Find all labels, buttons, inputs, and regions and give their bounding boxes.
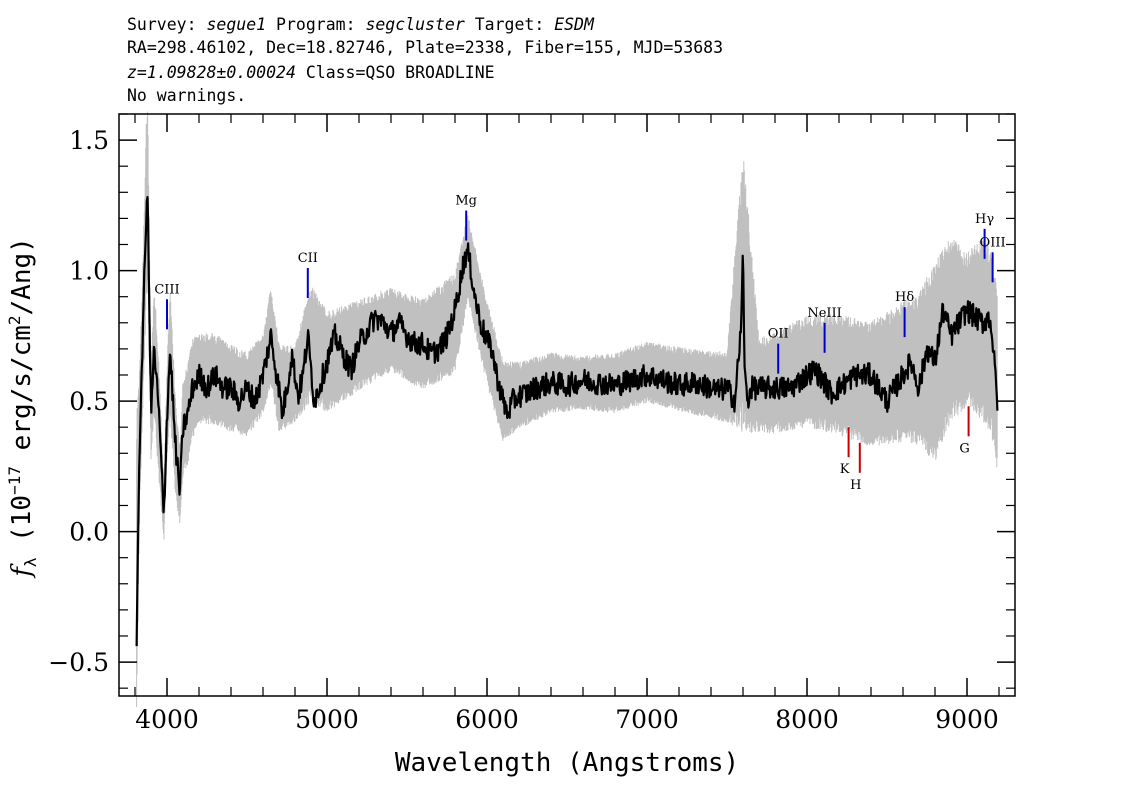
absorption-line-label: H [850, 478, 861, 493]
emission-line-label: CIII [154, 282, 179, 297]
y-axis-label-part: −17 [5, 466, 24, 495]
error-band [136, 111, 998, 708]
header-segment: segcluster [365, 15, 464, 34]
header-redshift-line: z=1.09828±0.00024 Class=QSO BROADLINE [127, 63, 495, 82]
error-band-noise [136, 111, 998, 708]
header-segment: Program: [266, 15, 365, 34]
y-tick-label: −0.5 [48, 648, 109, 677]
header-segment: Target: [465, 15, 554, 34]
header-segment: z=1.09828±0.00024 [127, 63, 296, 82]
x-tick-label: 6000 [455, 705, 519, 734]
flux-spectrum [135, 196, 999, 647]
emission-line-label: Hδ [895, 290, 914, 305]
emission-line-label: CII [298, 251, 318, 266]
y-axis-label-part: /Ang) [7, 237, 37, 315]
plot-frame [118, 113, 1016, 697]
y-axis-label-part: λ [21, 557, 40, 567]
emission-line-label: Hγ [975, 212, 994, 227]
y-axis-label-part: 2 [5, 315, 24, 325]
absorption-line-label: G [959, 441, 969, 456]
emission-line-label: NeIII [807, 306, 841, 321]
header-segment: Survey: [127, 15, 206, 34]
y-tick-label: 0.0 [69, 518, 109, 547]
x-tick-label: 4000 [135, 705, 199, 734]
y-axis-label-part: erg/s/cm [7, 325, 37, 466]
header-segment: segue1 [206, 15, 266, 34]
x-tick-label: 9000 [935, 705, 999, 734]
header-segment: ESDM [554, 15, 595, 34]
y-tick-label: 1.5 [69, 126, 109, 155]
line-markers: CIII CII Mg OII NeIII Hδ Hγ OIII KH G [154, 194, 1005, 493]
x-tick-label: 7000 [615, 705, 679, 734]
y-tick-label: 1.0 [69, 257, 109, 286]
x-tick-label: 8000 [775, 705, 839, 734]
emission-line-label: OIII [980, 235, 1006, 250]
axis-ticks: 4000 5000 6000 7000 8000 9000 −0.5 0.0 0.5 1.0 1.5 [48, 113, 1015, 734]
y-axis-label-part: (10 [7, 495, 37, 558]
emission-line-label: Mg [455, 194, 477, 209]
emission-line-label: OII [768, 327, 789, 342]
header-coordinates-line: RA=298.46102, Dec=18.82746, Plate=2338, … [127, 38, 723, 57]
x-axis-label: Wavelength (Angstroms) [395, 748, 739, 778]
header-segment: Class=QSO BROADLINE [296, 63, 495, 82]
header-survey-line: Survey: segue1 Program: segcluster Targe… [127, 15, 595, 34]
x-tick-label: 5000 [295, 705, 359, 734]
flux-line [135, 196, 999, 647]
y-axis-label: fλ (10−17 erg/s/cm2/Ang) [5, 237, 40, 579]
header-warnings-line: No warnings. [127, 86, 246, 105]
absorption-line-label: K [840, 462, 850, 477]
y-tick-label: 0.5 [69, 387, 109, 416]
spectrum-header: Survey: segue1 Program: segcluster Targe… [127, 15, 723, 105]
